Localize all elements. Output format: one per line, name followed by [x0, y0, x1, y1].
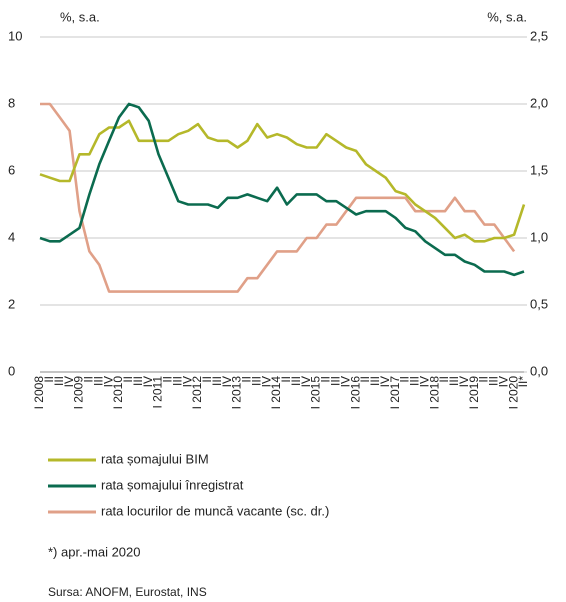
y2-axis-label: %, s.a.	[487, 9, 527, 24]
y2-tick-label: 2,5	[530, 28, 548, 43]
source: Sursa: ANOFM, Eurostat, INS	[48, 585, 207, 599]
legend-label: rata șomajului BIM	[101, 451, 209, 466]
y2-tick-label: 2,0	[530, 95, 548, 110]
y2-tick-label: 1,5	[530, 162, 548, 177]
y-tick-label: 10	[8, 28, 22, 43]
legend-label: rata locurilor de muncă vacante (sc. dr.…	[101, 503, 329, 518]
legend-label: rata șomajului înregistrat	[101, 477, 244, 492]
y-tick-label: 0	[8, 363, 15, 378]
y-axis-label: %, s.a.	[60, 9, 100, 24]
chart: %, s.a. %, s.a. *) apr.-mai 2020 Sursa: …	[0, 0, 566, 602]
series-line	[40, 121, 524, 242]
x-tick-label: II*	[516, 376, 530, 388]
series-line	[40, 104, 514, 292]
y-tick-label: 4	[8, 229, 15, 244]
y2-tick-label: 0,5	[530, 296, 548, 311]
page: %, s.a. %, s.a. *) apr.-mai 2020 Sursa: …	[0, 0, 566, 602]
y2-tick-label: 1,0	[530, 229, 548, 244]
y-tick-label: 6	[8, 162, 15, 177]
y-tick-label: 2	[8, 296, 15, 311]
y-tick-label: 8	[8, 95, 15, 110]
note: *) apr.-mai 2020	[48, 544, 141, 559]
y2-tick-label: 0,0	[530, 363, 548, 378]
series-line	[40, 104, 524, 275]
